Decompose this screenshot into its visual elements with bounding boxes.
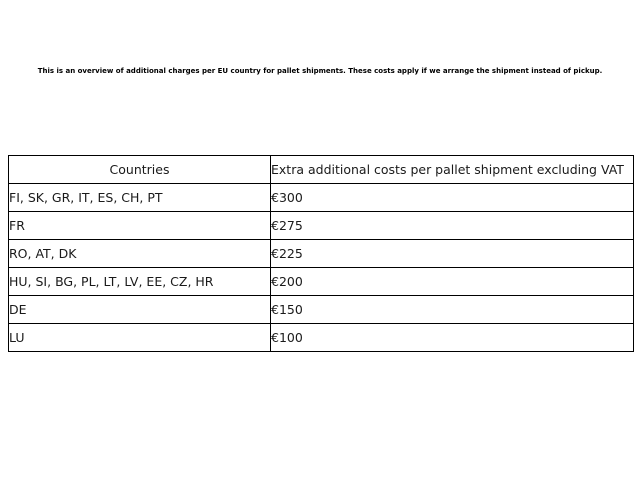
cost-cell: €300 bbox=[270, 183, 634, 212]
countries-cell: LU bbox=[8, 323, 271, 352]
cost-cell: €200 bbox=[270, 267, 634, 296]
table-row: FR €275 bbox=[8, 211, 634, 240]
countries-cell: RO, AT, DK bbox=[8, 239, 271, 268]
countries-cell: DE bbox=[8, 295, 271, 324]
countries-column-header: Countries bbox=[8, 155, 271, 184]
cost-cell: €275 bbox=[270, 211, 634, 240]
countries-cell: FR bbox=[8, 211, 271, 240]
intro-text: This is an overview of additional charge… bbox=[37, 67, 603, 75]
table-row: RO, AT, DK €225 bbox=[8, 239, 634, 268]
table-row: DE €150 bbox=[8, 295, 634, 324]
cost-cell: €225 bbox=[270, 239, 634, 268]
table-row: HU, SI, BG, PL, LT, LV, EE, CZ, HR €200 bbox=[8, 267, 634, 296]
countries-cell: FI, SK, GR, IT, ES, CH, PT bbox=[8, 183, 271, 212]
table-row: FI, SK, GR, IT, ES, CH, PT €300 bbox=[8, 183, 634, 212]
table-header-row: Countries Extra additional costs per pal… bbox=[8, 155, 634, 184]
charges-table: Countries Extra additional costs per pal… bbox=[8, 155, 634, 352]
cost-cell: €100 bbox=[270, 323, 634, 352]
cost-cell: €150 bbox=[270, 295, 634, 324]
table-row: LU €100 bbox=[8, 323, 634, 352]
costs-column-header: Extra additional costs per pallet shipme… bbox=[270, 155, 634, 184]
countries-cell: HU, SI, BG, PL, LT, LV, EE, CZ, HR bbox=[8, 267, 271, 296]
